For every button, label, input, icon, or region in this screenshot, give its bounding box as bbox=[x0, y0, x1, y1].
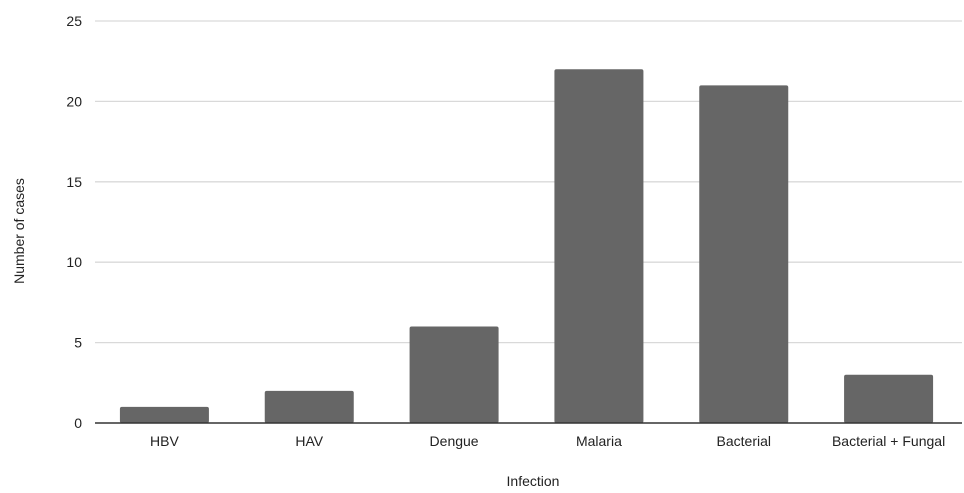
x-tick-label: Bacterial bbox=[717, 433, 771, 449]
x-tick-label: Malaria bbox=[576, 433, 622, 449]
bar-malaria bbox=[554, 69, 644, 424]
y-tick-labels: 0 5 10 15 20 25 bbox=[66, 13, 82, 431]
y-axis-label: Number of cases bbox=[11, 178, 27, 284]
x-tick-label: Dengue bbox=[430, 433, 479, 449]
bar-bacterial bbox=[699, 85, 789, 423]
bar-dengue bbox=[409, 326, 499, 423]
bar-hav bbox=[264, 390, 354, 423]
x-tick-label: HAV bbox=[295, 433, 323, 449]
y-tick-label: 15 bbox=[66, 174, 82, 190]
y-tick-label: 5 bbox=[74, 335, 82, 351]
y-tick-label: 25 bbox=[66, 13, 82, 29]
x-tick-label: HBV bbox=[150, 433, 179, 449]
bar-bacterial-fungal bbox=[844, 374, 934, 423]
y-tick-label: 10 bbox=[66, 254, 82, 270]
x-tick-labels: HBV HAV Dengue Malaria Bacterial Bacterial + … bbox=[150, 433, 945, 449]
y-tick-label: 0 bbox=[74, 415, 82, 431]
x-tick-label: Bacterial + Fungal bbox=[832, 433, 945, 449]
y-tick-label: 20 bbox=[66, 93, 82, 109]
bar-hbv bbox=[119, 406, 209, 423]
gridlines bbox=[95, 20, 962, 344]
bars bbox=[119, 69, 934, 424]
x-axis-label: Infection bbox=[507, 473, 560, 489]
